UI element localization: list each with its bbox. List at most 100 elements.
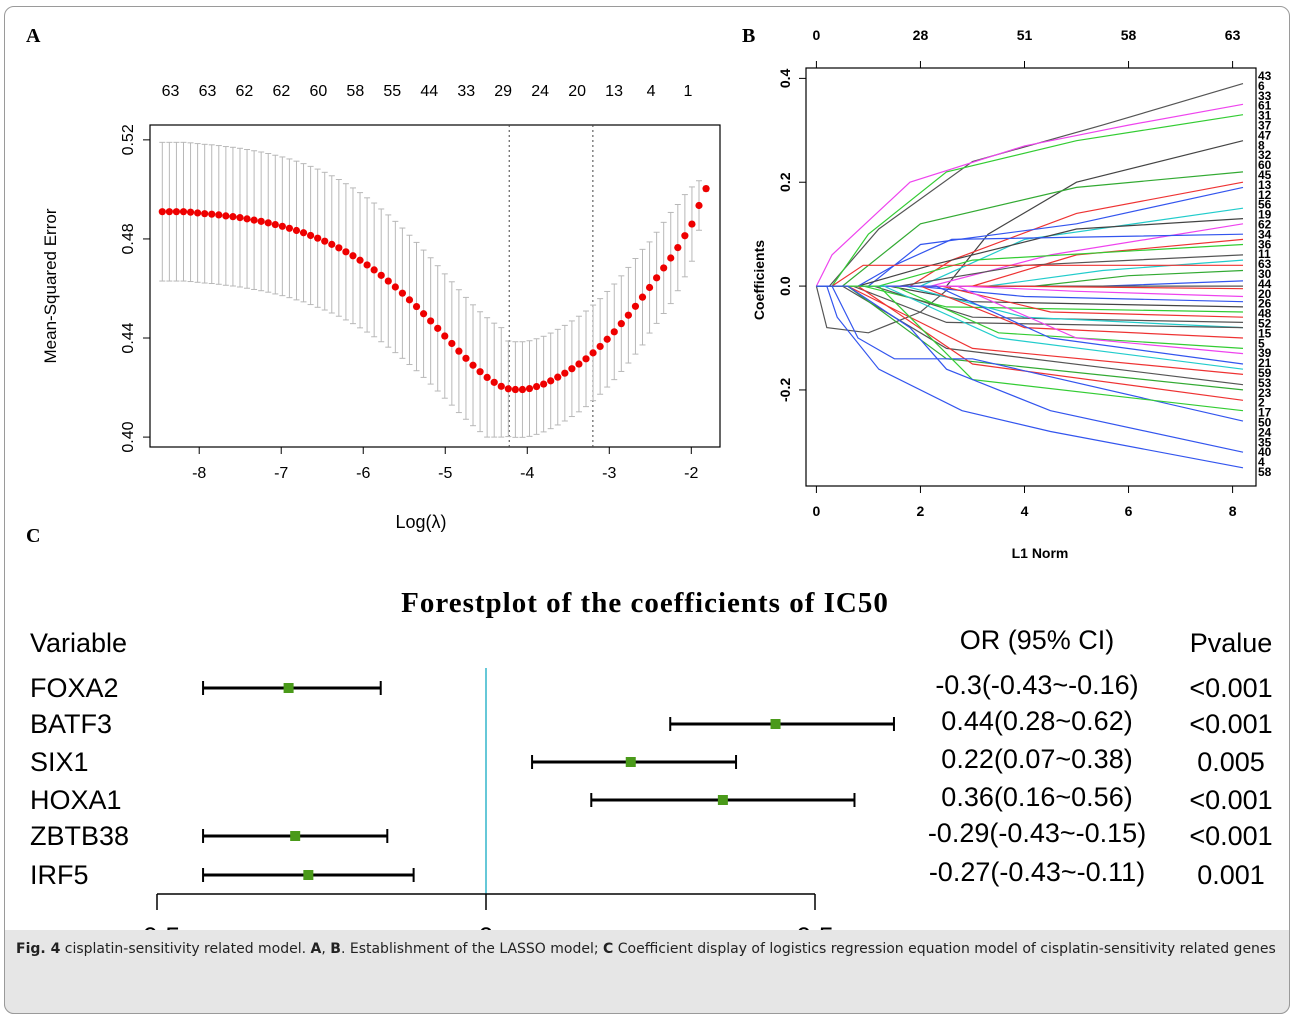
mse-point — [412, 302, 421, 311]
top-tick-label: 51 — [1017, 27, 1033, 43]
top-tick-label: 63 — [1225, 27, 1241, 43]
forest-row-or: -0.3(-0.43~-0.16) — [935, 670, 1138, 700]
mse-point — [674, 244, 682, 252]
mse-point — [158, 208, 166, 216]
mse-point — [215, 211, 223, 219]
caption-box — [4, 930, 1290, 1014]
mse-point — [321, 237, 329, 245]
mse-point — [469, 361, 477, 369]
x-tick-label: -4 — [520, 465, 534, 482]
mse-point — [540, 380, 548, 388]
coef-label: 56 — [1258, 198, 1272, 212]
forest-x-tick-label: 0 — [478, 922, 493, 930]
mse-point — [667, 254, 675, 262]
mse-point — [342, 248, 350, 256]
mse-point — [179, 208, 188, 216]
mse-point — [377, 271, 385, 279]
forest-row-pvalue: <0.001 — [1189, 785, 1272, 815]
top-count-label: 20 — [568, 83, 586, 100]
caption-part: , — [321, 941, 331, 957]
coef-label: 34 — [1258, 227, 1272, 241]
coef-path — [816, 285, 1244, 339]
mse-point — [582, 355, 590, 363]
mse-point — [208, 210, 216, 218]
forest-x-tick-label: 0.5 — [796, 922, 834, 930]
mse-point — [201, 210, 209, 218]
top-tick-label: 58 — [1121, 27, 1137, 43]
forest-row-variable: IRF5 — [30, 860, 89, 890]
mse-point — [532, 382, 541, 391]
mse-point — [554, 373, 562, 381]
x-tick-label: -7 — [274, 465, 288, 482]
mse-point — [547, 377, 555, 385]
mse-point — [264, 219, 272, 227]
forest-row-pvalue: <0.001 — [1189, 673, 1272, 703]
mse-point — [476, 368, 484, 376]
coef-label: 15 — [1258, 326, 1272, 340]
forest-row-pvalue: <0.001 — [1189, 821, 1272, 851]
forest-plot: Forestplot of the coefficients of IC50 V… — [30, 587, 1273, 930]
coef-label: 59 — [1258, 366, 1272, 380]
coef-label: 63 — [1258, 257, 1272, 271]
mse-point — [186, 208, 195, 216]
mse-point — [518, 385, 527, 394]
mse-point — [653, 274, 661, 282]
mse-point — [483, 373, 491, 381]
y-tick-label: 0.52 — [120, 124, 137, 155]
coef-label: 33 — [1258, 89, 1272, 103]
mse-point — [434, 324, 442, 332]
panel-label-a: A — [26, 25, 41, 47]
forest-estimate-box — [770, 719, 781, 729]
mse-point — [610, 328, 618, 336]
x-tick-label: -8 — [192, 465, 206, 482]
mse-point — [335, 244, 343, 252]
mse-point — [462, 354, 470, 362]
mse-point — [278, 222, 286, 230]
top-count-label: 62 — [273, 83, 291, 100]
forest-estimate-box — [717, 795, 728, 805]
mse-point — [391, 283, 399, 291]
x-tick-label: 2 — [917, 503, 925, 519]
coef-label: 13 — [1258, 178, 1272, 192]
mse-point — [405, 296, 414, 304]
mse-point — [250, 216, 258, 224]
forest-estimate-box — [283, 683, 294, 693]
coef-label: 24 — [1258, 425, 1272, 439]
mse-point — [165, 208, 173, 216]
top-count-label: 44 — [420, 83, 438, 100]
mse-point — [504, 385, 512, 393]
forest-row-or: -0.27(-0.43~-0.11) — [929, 857, 1145, 887]
coef-label: 53 — [1258, 376, 1272, 390]
top-count-label: 60 — [309, 83, 327, 100]
top-count-label: 33 — [457, 83, 475, 100]
x-tick-label: -6 — [356, 465, 370, 482]
mse-point — [257, 217, 265, 225]
mse-point — [645, 283, 654, 292]
x-tick-label: -5 — [438, 465, 452, 482]
y-tick-label: 0.48 — [120, 223, 137, 254]
mse-point — [384, 277, 392, 285]
y-tick-label: 0.0 — [777, 276, 793, 296]
forest-row-variable: HOXA1 — [30, 785, 122, 815]
top-count-label: 4 — [647, 83, 656, 100]
x-tick-label: -3 — [602, 465, 616, 482]
coef-label: 17 — [1258, 406, 1272, 420]
mse-point — [441, 332, 449, 340]
forest-row-or: -0.29(-0.43~-0.15) — [928, 818, 1146, 848]
mse-point — [596, 342, 604, 351]
coef-path — [816, 285, 1244, 453]
mse-point — [222, 212, 230, 220]
coef-label: 5 — [1258, 336, 1265, 350]
coef-label: 19 — [1258, 208, 1272, 222]
mse-point — [695, 201, 703, 210]
top-count-label: 1 — [684, 83, 693, 100]
forest-row-variable: ZBTB38 — [30, 821, 129, 851]
coef-path — [816, 285, 1244, 469]
forest-row-or: 0.44(0.28~0.62) — [941, 706, 1132, 736]
mse-point — [660, 264, 668, 272]
forest-title: Forestplot of the coefficients of IC50 — [401, 587, 889, 619]
top-tick-label: 28 — [913, 27, 929, 43]
coef-path — [816, 186, 1244, 287]
top-tick-label: 0 — [813, 27, 821, 43]
mse-point — [363, 261, 371, 269]
